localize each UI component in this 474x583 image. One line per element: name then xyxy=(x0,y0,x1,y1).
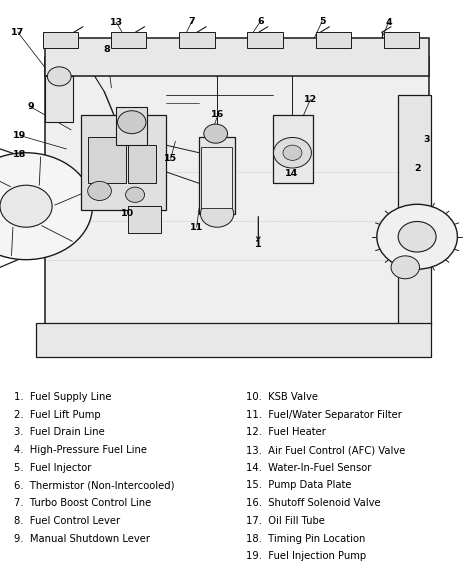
Text: 4.  High-Pressure Fuel Line: 4. High-Pressure Fuel Line xyxy=(14,445,147,455)
Text: 10.  KSB Valve: 10. KSB Valve xyxy=(246,392,319,402)
Circle shape xyxy=(273,138,311,168)
Text: 11.  Fuel/Water Separator Filter: 11. Fuel/Water Separator Filter xyxy=(246,410,402,420)
Bar xyxy=(128,206,161,233)
Circle shape xyxy=(377,204,457,269)
Text: 2: 2 xyxy=(414,163,420,173)
Text: 10: 10 xyxy=(121,209,135,219)
Text: 16.  Shutoff Solenoid Valve: 16. Shutoff Solenoid Valve xyxy=(246,498,381,508)
Bar xyxy=(128,145,156,183)
FancyArrowPatch shape xyxy=(39,157,41,185)
Bar xyxy=(81,114,166,210)
Text: 18: 18 xyxy=(13,150,27,159)
Text: 1: 1 xyxy=(255,240,262,249)
Bar xyxy=(45,38,429,76)
Text: 16: 16 xyxy=(211,110,225,119)
Text: 15: 15 xyxy=(164,154,177,163)
Text: 13.  Air Fuel Control (AFC) Valve: 13. Air Fuel Control (AFC) Valve xyxy=(246,445,406,455)
Text: 18.  Timing Pin Location: 18. Timing Pin Location xyxy=(246,533,366,543)
Text: 6: 6 xyxy=(257,16,264,26)
Text: 13: 13 xyxy=(109,17,123,27)
Bar xyxy=(201,147,232,208)
Circle shape xyxy=(47,67,71,86)
Text: 9.  Manual Shutdown Lever: 9. Manual Shutdown Lever xyxy=(14,533,150,543)
Text: 6.  Thermistor (Non-Intercooled): 6. Thermistor (Non-Intercooled) xyxy=(14,480,175,490)
Text: 8.  Fuel Control Lever: 8. Fuel Control Lever xyxy=(14,516,120,526)
Bar xyxy=(45,76,73,122)
Bar xyxy=(247,33,283,48)
Text: 9: 9 xyxy=(27,103,34,111)
Circle shape xyxy=(0,185,52,227)
Text: 2.  Fuel Lift Pump: 2. Fuel Lift Pump xyxy=(14,410,101,420)
Text: 11: 11 xyxy=(190,223,203,231)
FancyArrowPatch shape xyxy=(42,226,72,241)
Circle shape xyxy=(283,145,302,160)
Text: 4: 4 xyxy=(385,17,392,27)
Text: 7: 7 xyxy=(189,16,195,26)
Circle shape xyxy=(201,201,234,227)
Text: 8: 8 xyxy=(103,45,110,54)
Bar xyxy=(116,107,147,145)
Bar xyxy=(179,33,215,48)
Text: 19.  Fuel Injection Pump: 19. Fuel Injection Pump xyxy=(246,551,366,561)
FancyArrowPatch shape xyxy=(0,171,10,187)
Circle shape xyxy=(0,153,92,259)
FancyArrowPatch shape xyxy=(55,191,87,205)
Bar xyxy=(384,33,419,48)
Bar xyxy=(36,322,431,357)
Text: 15.  Pump Data Plate: 15. Pump Data Plate xyxy=(246,480,352,490)
Text: 17.  Oil Fill Tube: 17. Oil Fill Tube xyxy=(246,516,325,526)
Text: 14: 14 xyxy=(285,169,298,178)
Bar xyxy=(398,96,431,325)
FancyArrowPatch shape xyxy=(11,227,13,255)
Bar xyxy=(111,33,146,48)
Text: 3: 3 xyxy=(423,135,430,144)
Text: 17: 17 xyxy=(11,28,25,37)
Circle shape xyxy=(391,256,419,279)
Circle shape xyxy=(398,222,436,252)
Text: 3.  Fuel Drain Line: 3. Fuel Drain Line xyxy=(14,427,105,437)
Text: 5.  Fuel Injector: 5. Fuel Injector xyxy=(14,463,91,473)
Circle shape xyxy=(88,181,111,201)
Text: 12.  Fuel Heater: 12. Fuel Heater xyxy=(246,427,327,437)
Text: 1.  Fuel Supply Line: 1. Fuel Supply Line xyxy=(14,392,112,402)
Text: 7.  Turbo Boost Control Line: 7. Turbo Boost Control Line xyxy=(14,498,152,508)
Text: 14.  Water-In-Fuel Sensor: 14. Water-In-Fuel Sensor xyxy=(246,463,372,473)
Text: 12: 12 xyxy=(304,95,317,104)
Circle shape xyxy=(118,111,146,134)
Bar xyxy=(45,57,429,344)
Text: 5: 5 xyxy=(319,16,326,26)
Circle shape xyxy=(126,187,145,202)
Bar xyxy=(273,115,313,183)
Bar xyxy=(199,138,235,214)
Bar xyxy=(316,33,351,48)
Bar xyxy=(88,138,126,183)
Bar xyxy=(43,33,78,48)
Circle shape xyxy=(204,124,228,143)
Text: 19: 19 xyxy=(13,131,27,140)
